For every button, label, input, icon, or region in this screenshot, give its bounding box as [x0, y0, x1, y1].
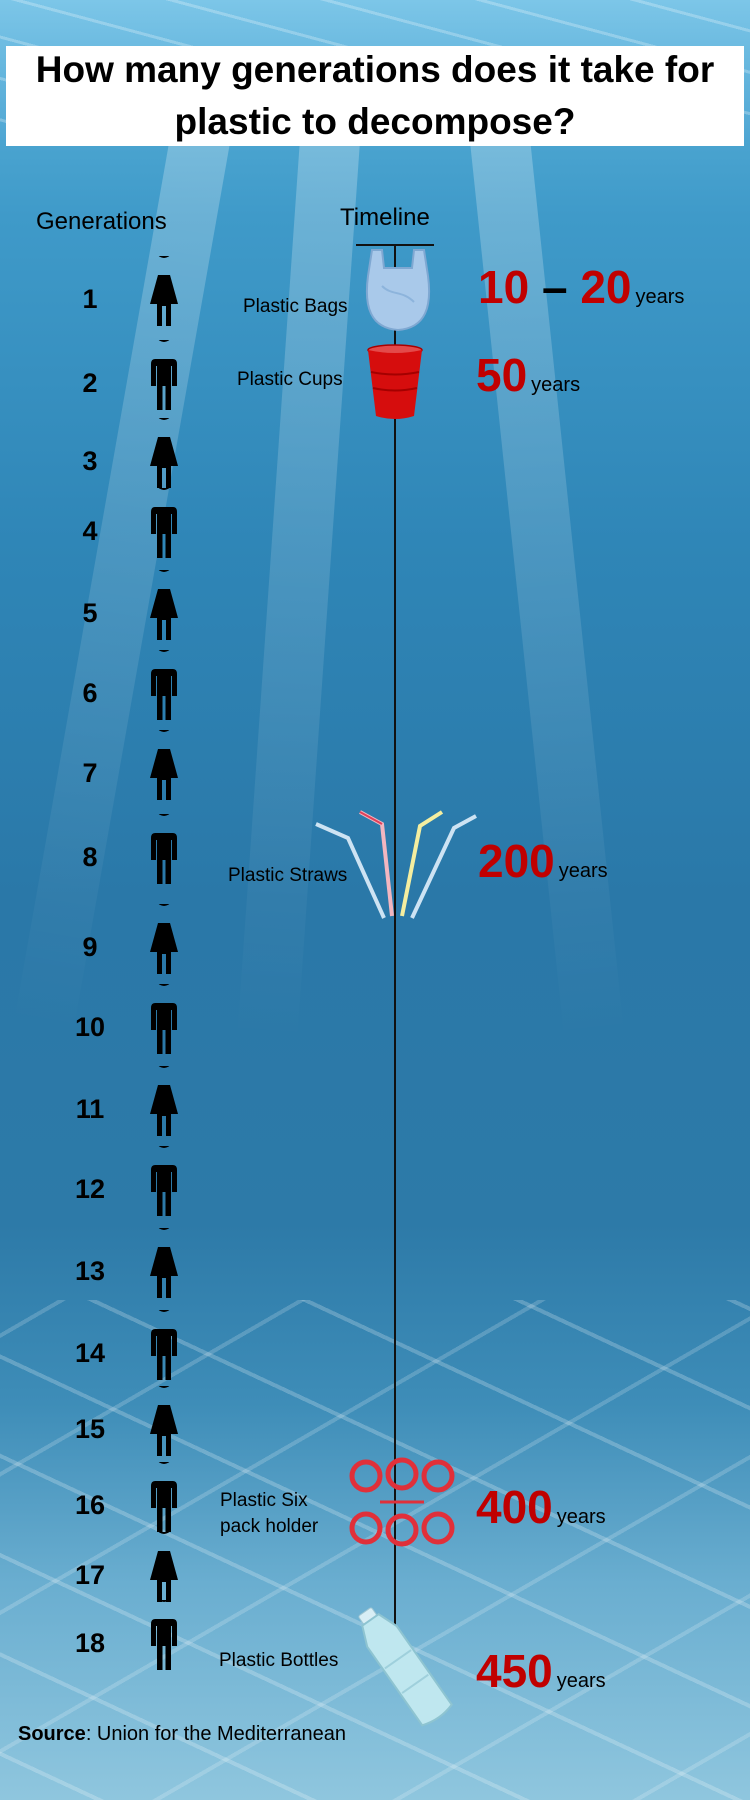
- value-plastic-bottles: 450: [476, 1645, 553, 1697]
- timeline-cap: [356, 244, 434, 246]
- years-plastic-cups: 50 years: [476, 350, 580, 410]
- timeline-line: [394, 246, 396, 1682]
- years-plastic-straws: 200 years: [478, 836, 608, 896]
- item-label-plastic-straws: Plastic Straws: [228, 865, 348, 886]
- male-person-icon: [151, 1146, 177, 1216]
- value-six-pack: 400: [476, 1481, 553, 1533]
- generation-number: 14: [74, 1338, 106, 1368]
- generations-header: Generations: [36, 208, 167, 235]
- generation-number: 12: [74, 1174, 106, 1204]
- unit-years: years: [531, 374, 581, 396]
- male-person-icon: [151, 984, 177, 1054]
- generation-number: 13: [74, 1256, 106, 1286]
- value-plastic-straws: 200: [478, 835, 555, 887]
- plastic-bag-icon: [365, 249, 431, 332]
- female-person-icon: [150, 1066, 178, 1136]
- unit-years: years: [635, 286, 685, 308]
- item-label-six-pack-line2: pack holder: [220, 1516, 319, 1537]
- value-plastic-bags-max: 20: [580, 261, 632, 313]
- title-banner: How many generations does it take for pl…: [6, 46, 744, 146]
- female-person-icon: [150, 1532, 178, 1602]
- generation-number: 17: [74, 1560, 106, 1590]
- value-plastic-bags-min: 10: [478, 261, 530, 313]
- generation-number: 3: [82, 446, 98, 476]
- generation-number: 16: [74, 1490, 106, 1520]
- male-person-icon: [151, 340, 177, 410]
- female-person-icon: [150, 1386, 178, 1456]
- female-person-icon: [150, 570, 178, 640]
- generation-number: 1: [82, 284, 98, 314]
- timeline-header: Timeline: [340, 204, 430, 231]
- male-person-icon: [151, 1462, 177, 1532]
- item-label-plastic-cups: Plastic Cups: [237, 369, 343, 390]
- page-title: How many generations does it take for pl…: [35, 49, 715, 142]
- light-ray: [14, 134, 230, 1032]
- years-plastic-bottles: 450 years: [476, 1646, 606, 1706]
- female-person-icon: [150, 1228, 178, 1298]
- generation-number: 4: [82, 516, 98, 546]
- male-person-icon: [151, 1600, 177, 1670]
- generation-number: 15: [74, 1414, 106, 1444]
- value-plastic-cups: 50: [476, 349, 528, 401]
- unit-years: years: [556, 1506, 606, 1528]
- unit-years: years: [558, 860, 608, 882]
- source-prefix: Source: [18, 1723, 86, 1745]
- unit-years: years: [556, 1670, 606, 1692]
- years-plastic-bags: 10 – 20 years: [478, 262, 684, 322]
- six-pack-ring-icon: [349, 1457, 455, 1547]
- generation-number: 7: [82, 758, 98, 788]
- generation-number: 10: [74, 1012, 106, 1042]
- plastic-bottle-icon: [358, 1607, 453, 1727]
- source-text: : Union for the Mediterranean: [85, 1723, 346, 1745]
- female-person-icon: [150, 418, 178, 488]
- red-cup-icon: [367, 344, 423, 419]
- male-person-icon: [151, 814, 177, 884]
- item-label-six-pack: Plastic Six pack holder: [220, 1488, 318, 1540]
- generation-number: 9: [82, 932, 98, 962]
- source-note: Source: Union for the Mediterranean: [18, 1723, 346, 1746]
- female-person-icon: [150, 730, 178, 800]
- male-person-icon: [151, 650, 177, 720]
- male-person-icon: [151, 1310, 177, 1380]
- range-dash: –: [541, 261, 568, 313]
- generation-number: 5: [82, 598, 98, 628]
- straws-icon: [315, 810, 477, 919]
- generation-number: 6: [82, 678, 98, 708]
- female-person-icon: [150, 904, 178, 974]
- item-label-six-pack-line1: Plastic Six: [220, 1490, 308, 1511]
- male-person-icon: [151, 488, 177, 558]
- generation-number: 8: [82, 842, 98, 872]
- item-label-plastic-bags: Plastic Bags: [243, 296, 348, 317]
- generation-number: 2: [82, 368, 98, 398]
- generation-number: 18: [74, 1628, 106, 1658]
- female-person-icon: [150, 256, 178, 326]
- years-six-pack: 400 years: [476, 1482, 606, 1542]
- seafloor-caustics: [0, 1300, 750, 1800]
- generation-number: 11: [75, 1094, 105, 1124]
- item-label-plastic-bottles: Plastic Bottles: [219, 1650, 339, 1671]
